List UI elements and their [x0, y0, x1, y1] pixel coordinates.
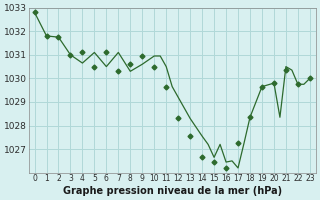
X-axis label: Graphe pression niveau de la mer (hPa): Graphe pression niveau de la mer (hPa): [63, 186, 282, 196]
